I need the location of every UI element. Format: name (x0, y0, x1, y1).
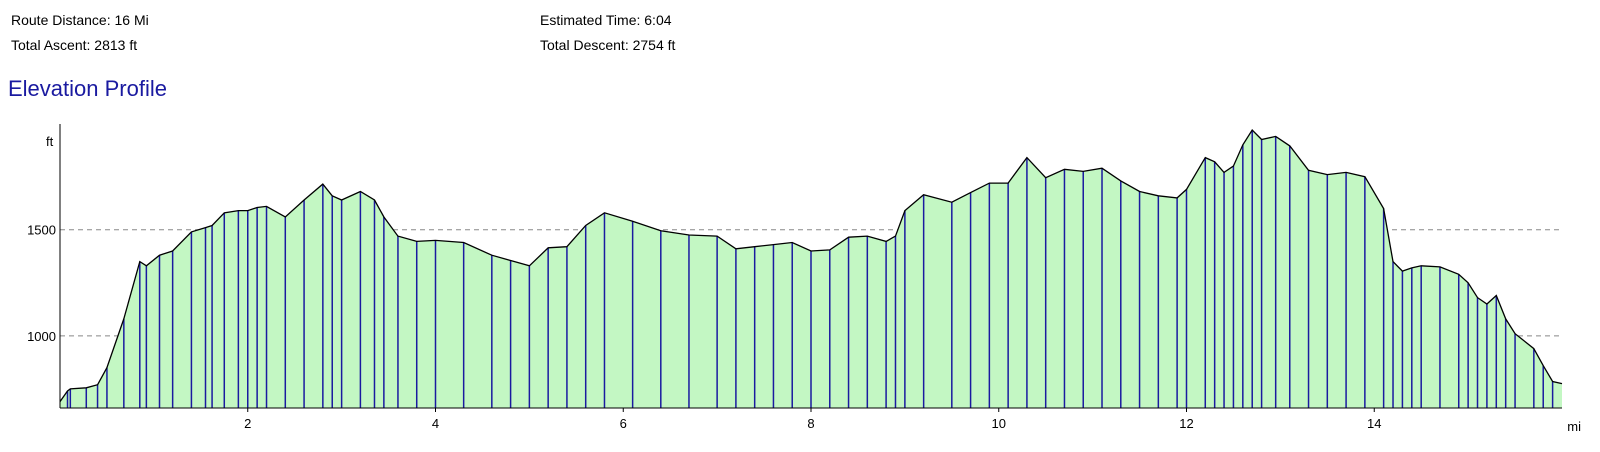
x-tick-label: 8 (807, 416, 814, 431)
y-axis-unit-label: ft (46, 134, 54, 149)
chart-title: Elevation Profile (8, 76, 167, 101)
x-axis-unit-label: mi (1567, 419, 1581, 434)
total-descent-value: 2754 ft (632, 37, 676, 53)
total-ascent-stat: Total Ascent: 2813 ft (11, 37, 137, 54)
x-tick-label: 2 (244, 416, 251, 431)
x-tick-label: 4 (432, 416, 439, 431)
total-descent-stat: Total Descent: 2754 ft (540, 37, 675, 54)
x-tick-label: 12 (1179, 416, 1193, 431)
route-distance-value: 16 Mi (114, 12, 149, 28)
total-ascent-value: 2813 ft (94, 37, 138, 53)
x-tick-label: 14 (1367, 416, 1381, 431)
estimated-time-label: Estimated Time: (540, 12, 641, 28)
x-tick-label: 10 (992, 416, 1006, 431)
tick-labels: 2 4 6 8 10 12 14 1000 1500 (27, 223, 1381, 431)
elevation-profile-line (59, 128, 1563, 402)
y-tick-label: 1500 (27, 223, 56, 238)
total-ascent-label: Total Ascent: (11, 37, 91, 53)
x-tick-label: 6 (620, 416, 627, 431)
distance-markers (66, 130, 1554, 408)
y-tick-label: 1000 (27, 329, 56, 344)
estimated-time-stat: Estimated Time: 6:04 (540, 12, 672, 29)
total-descent-label: Total Descent: (540, 37, 629, 53)
estimated-time-value: 6:04 (644, 12, 672, 28)
route-distance-stat: Route Distance: 16 Mi (11, 12, 149, 29)
route-distance-label: Route Distance: (11, 12, 111, 28)
